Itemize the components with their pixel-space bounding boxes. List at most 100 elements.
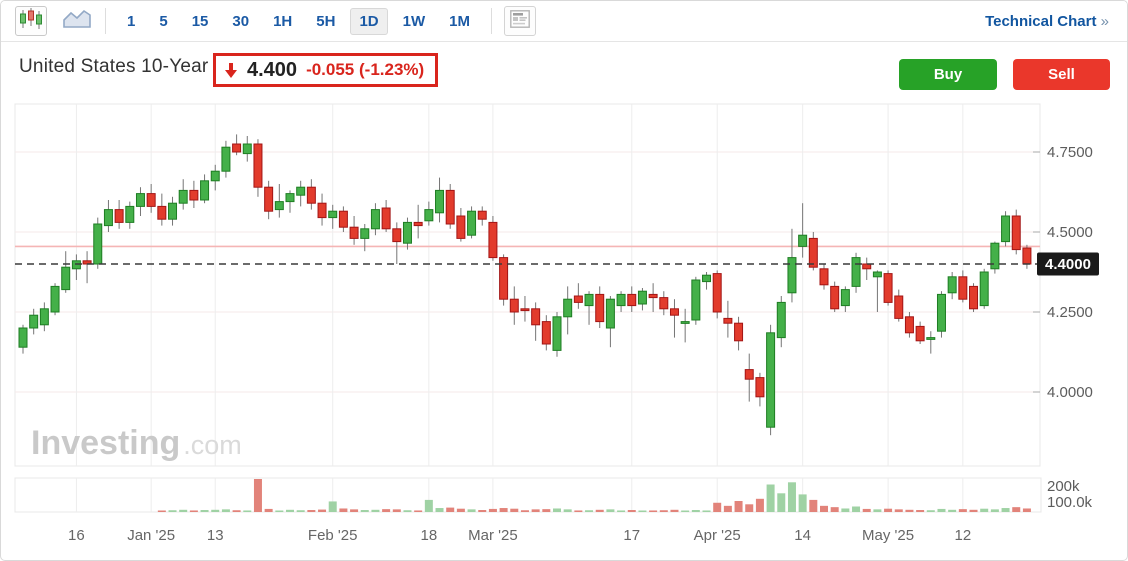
candle [296,186,306,196]
current-price-tag-label: 4.4000 [1045,256,1091,273]
volume-bar [948,509,957,512]
volume-pane [14,477,1042,513]
candlestick-chart-button[interactable] [15,6,47,36]
candle [541,321,551,345]
timeframe-30[interactable]: 30 [223,8,258,35]
candle [787,257,797,294]
candle [306,186,316,204]
volume-bar [392,509,401,512]
area-chart-button[interactable] [61,6,93,36]
sell-button[interactable]: Sell [1013,59,1110,90]
volume-bar [766,484,775,512]
candle [958,276,968,300]
volume-bar [777,493,786,512]
candle [435,189,445,214]
candle [221,146,231,172]
candle [894,295,904,319]
candle [370,209,380,230]
volume-bar [424,499,433,512]
volume-bar [414,510,423,512]
volume-bar [809,499,818,512]
candle [744,369,754,380]
candle [189,189,199,201]
timeframe-1d[interactable]: 1D [350,7,388,35]
volume-bar [1022,508,1031,512]
x-axis-label: 14 [794,527,811,544]
volume-bar [467,509,476,512]
x-axis-label: Jan '25 [127,527,175,544]
buy-button[interactable]: Buy [899,59,997,90]
candle [723,317,733,324]
candle [712,273,722,313]
area-chart-icon [62,8,92,35]
volume-bar [884,508,893,512]
volume-bar [852,506,861,512]
volume-bar [221,509,230,512]
candle [979,271,989,307]
volume-bar [649,510,658,512]
candle [659,297,669,310]
timeframe-selector: 1 5 15 30 1H 5H 1D 1W 1M [118,7,479,35]
volume-bar [1001,508,1010,512]
news-panel-button[interactable] [503,6,536,36]
price-change: -0.055 (-1.23%) [306,60,425,79]
volume-bar [606,509,615,512]
candle [103,209,113,227]
volume-bar [189,510,198,512]
volume-bar [563,509,572,512]
volume-bar [745,504,754,512]
timeframe-1m[interactable]: 1M [440,8,479,35]
y-axis-label: 4.0000 [1047,384,1093,401]
volume-bar [937,508,946,512]
y-axis-label: 4.7500 [1047,144,1093,161]
current-price-tag [1037,252,1099,276]
candle [392,228,402,243]
timeframe-5h[interactable]: 5H [307,8,344,35]
candle [146,193,156,207]
candle [637,290,647,305]
candle [467,210,477,236]
technical-chart-link[interactable]: Technical Chart » [985,13,1113,30]
volume-bar [926,510,935,512]
candle [285,193,295,203]
candle [808,237,818,268]
candle [702,274,712,283]
candle [1011,215,1021,251]
volume-bar [243,510,252,512]
timeframe-5[interactable]: 5 [150,8,176,35]
candle [445,189,455,225]
volume-bar [691,510,700,512]
candle [114,209,124,223]
candle [477,210,487,220]
candle [990,242,1000,270]
volume-bar [905,509,914,512]
volume-bar [478,510,487,512]
candle [232,143,242,153]
candle [755,377,765,398]
candle [969,285,979,310]
candle [766,332,776,428]
volume-bar [574,510,583,512]
instrument-header: United States 10-Year 4.400 -0.055 (-1.2… [1,42,1127,92]
volume-bar [969,509,978,512]
instrument-title: United States 10-Year [19,56,209,77]
volume-bar [830,507,839,512]
timeframe-15[interactable]: 15 [183,8,218,35]
timeframe-1[interactable]: 1 [118,8,144,35]
price-chart-canvas[interactable]: 4.7500 4.5000 4.2500 4.0000 16 Jan '25 13 Feb '… [1,92,1128,561]
volume-bar [232,510,241,512]
timeframe-1h[interactable]: 1H [264,8,301,35]
timeframe-1w[interactable]: 1W [394,8,435,35]
candle [253,143,263,188]
chart-area: 4.7500 4.5000 4.2500 4.0000 16 Jan '25 13 Feb '… [1,92,1128,561]
chevron-right-icon: » [1100,12,1109,30]
price-down-arrow-icon [224,62,238,79]
candle [349,226,359,239]
price-pane [14,103,1041,467]
volume-bar [585,510,594,512]
volume-bar [510,508,519,512]
candle [39,308,49,326]
candle [605,298,615,329]
candle [360,228,370,239]
volume-bar [499,508,508,512]
